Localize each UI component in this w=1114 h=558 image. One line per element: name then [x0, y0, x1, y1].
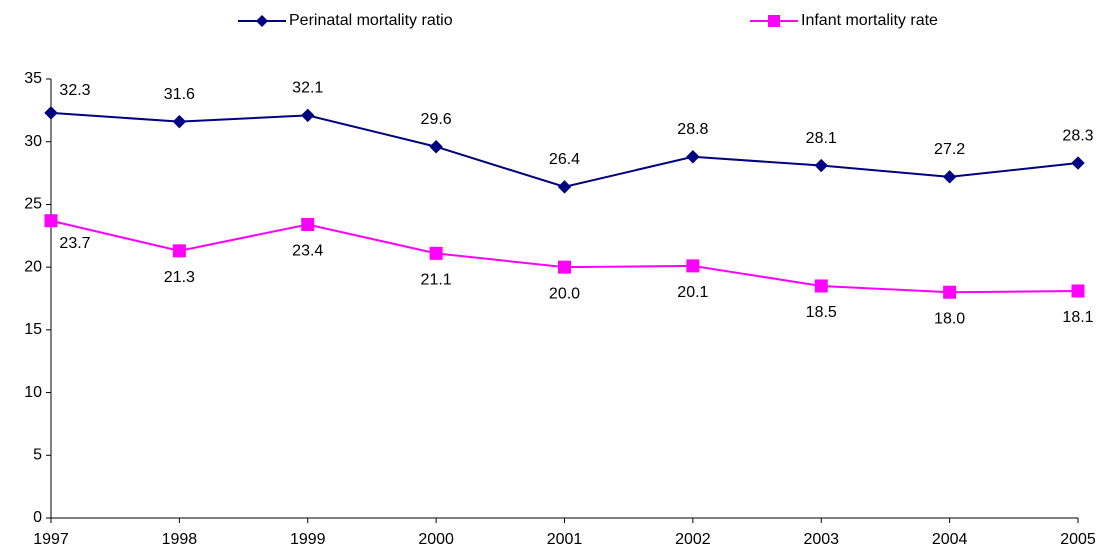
- x-tick-label: 2003: [803, 531, 839, 548]
- data-label: 31.6: [164, 86, 195, 103]
- data-label: 28.1: [806, 130, 837, 147]
- x-tick-label: 1997: [33, 531, 69, 548]
- marker: [44, 106, 58, 120]
- marker: [1071, 284, 1085, 298]
- data-label: 20.0: [549, 285, 580, 302]
- marker: [558, 260, 571, 274]
- marker: [943, 285, 957, 299]
- y-tick-label: 20: [24, 258, 42, 275]
- data-label: 18.0: [934, 310, 965, 327]
- series-line: [50, 219, 1079, 294]
- legend-marker: [768, 15, 780, 27]
- y-tick-label: 25: [24, 196, 42, 213]
- y-tick-label: 0: [33, 509, 42, 526]
- y-tick-label: 30: [24, 133, 42, 150]
- data-label: 21.3: [164, 269, 195, 286]
- legend-label: Infant mortality rate: [801, 12, 938, 29]
- x-tick-label: 2000: [418, 531, 454, 548]
- marker: [942, 170, 957, 184]
- marker: [1071, 156, 1085, 170]
- data-label: 28.8: [677, 121, 708, 138]
- x-tick-label: 2004: [932, 531, 968, 548]
- data-label: 27.2: [934, 141, 965, 158]
- legend-marker: [256, 15, 268, 27]
- data-label: 32.1: [292, 80, 323, 97]
- data-label: 32.3: [59, 82, 90, 99]
- x-tick-label: 2001: [547, 531, 583, 548]
- x-tick-label: 1998: [162, 531, 198, 548]
- data-label: 23.4: [292, 243, 323, 260]
- legend-label: Perinatal mortality ratio: [289, 12, 453, 29]
- marker: [44, 214, 58, 228]
- y-tick-label: 15: [24, 321, 42, 338]
- data-label: 18.1: [1062, 309, 1093, 326]
- y-tick-label: 35: [24, 70, 42, 87]
- data-label: 26.4: [549, 151, 580, 168]
- marker: [301, 108, 315, 123]
- data-label: 21.1: [421, 272, 452, 289]
- marker: [429, 140, 443, 154]
- data-label: 18.5: [806, 304, 837, 321]
- data-label: 20.1: [677, 284, 708, 301]
- marker: [172, 244, 186, 258]
- marker: [686, 150, 700, 164]
- data-label: 29.6: [421, 111, 452, 128]
- marker: [172, 114, 187, 129]
- y-tick-label: 5: [33, 447, 42, 464]
- series-line: [50, 111, 1079, 188]
- marker: [429, 246, 443, 260]
- marker: [814, 279, 828, 293]
- marker: [301, 217, 315, 231]
- x-tick-label: 1999: [290, 531, 326, 548]
- marker: [686, 259, 700, 273]
- marker: [814, 158, 828, 173]
- data-label: 28.3: [1062, 127, 1093, 144]
- data-label: 23.7: [59, 235, 90, 252]
- y-tick-label: 10: [24, 384, 42, 401]
- x-tick-label: 2005: [1060, 531, 1096, 548]
- marker: [557, 180, 572, 194]
- x-tick-label: 2002: [675, 531, 711, 548]
